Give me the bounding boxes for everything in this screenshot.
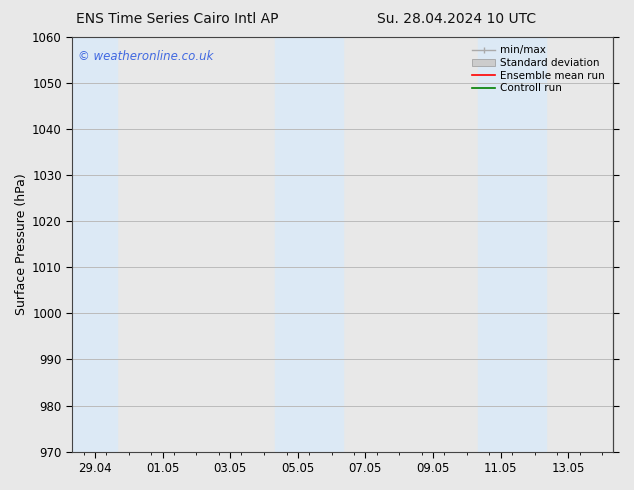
Text: Su. 28.04.2024 10 UTC: Su. 28.04.2024 10 UTC — [377, 12, 536, 26]
Text: © weatheronline.co.uk: © weatheronline.co.uk — [78, 49, 213, 63]
Text: ENS Time Series Cairo Intl AP: ENS Time Series Cairo Intl AP — [76, 12, 279, 26]
Legend: min/max, Standard deviation, Ensemble mean run, Controll run: min/max, Standard deviation, Ensemble me… — [469, 42, 608, 97]
Bar — [275, 37, 343, 452]
Y-axis label: Surface Pressure (hPa): Surface Pressure (hPa) — [15, 173, 28, 315]
Bar — [72, 37, 117, 452]
Bar — [478, 37, 546, 452]
